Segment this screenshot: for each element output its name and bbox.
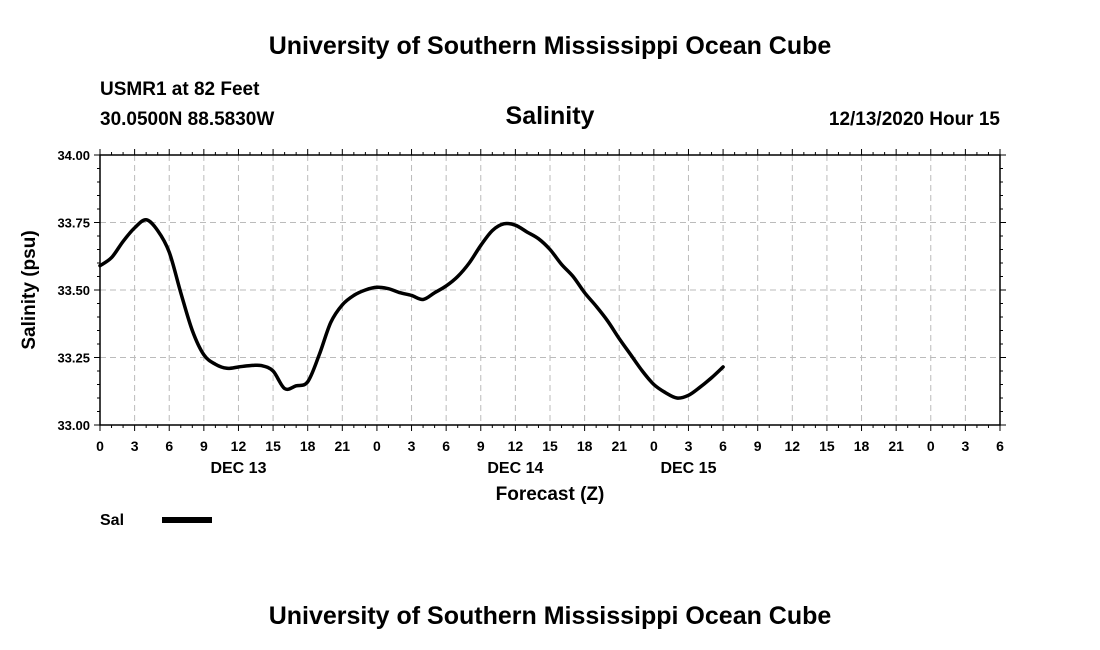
x-axis-label: Forecast (Z) (496, 484, 605, 505)
x-tick-label: 15 (542, 438, 558, 454)
y-tick-label: 33.00 (57, 418, 90, 433)
x-tick-label: 15 (265, 438, 281, 454)
day-label: DEC 13 (210, 460, 266, 477)
x-tick-label: 6 (996, 438, 1004, 454)
series (98, 218, 725, 400)
x-tick-label: 18 (300, 438, 316, 454)
x-tick-label: 18 (577, 438, 593, 454)
x-tick-label: 6 (165, 438, 173, 454)
grid (100, 155, 1000, 425)
y-tick-label: 33.75 (57, 216, 90, 231)
x-tick-label: 0 (373, 438, 381, 454)
x-tick-label: 3 (408, 438, 416, 454)
ticks: 0 3 6 9 12 15 18 21 0 3 6 9 12 15 18 21 0 3 6 9 12 15 18 21 0 3 6D… (57, 148, 1006, 477)
x-tick-label: 18 (854, 438, 870, 454)
series-line-sal (98, 218, 725, 400)
title-bottom: University of Southern Mississippi Ocean… (269, 602, 832, 630)
x-tick-label: 9 (200, 438, 208, 454)
x-tick-label: 3 (685, 438, 693, 454)
station-label: USMR1 at 82 Feet (100, 79, 260, 100)
x-tick-label: 6 (719, 438, 727, 454)
chart-title: Salinity (506, 102, 595, 130)
x-tick-label: 15 (819, 438, 835, 454)
y-axis-label: Salinity (psu) (19, 230, 40, 349)
title-top: University of Southern Mississippi Ocean… (269, 32, 832, 60)
x-tick-label: 21 (888, 438, 904, 454)
x-tick-label: 12 (785, 438, 801, 454)
datetime-label: 12/13/2020 Hour 15 (829, 109, 1001, 130)
y-tick-label: 33.25 (57, 351, 90, 366)
x-tick-label: 21 (335, 438, 351, 454)
day-label: DEC 14 (487, 460, 543, 477)
day-label: DEC 15 (660, 460, 716, 477)
y-tick-label: 34.00 (57, 148, 90, 163)
legend-label: Sal (100, 512, 124, 529)
x-tick-label: 12 (508, 438, 524, 454)
x-tick-label: 3 (131, 438, 139, 454)
y-tick-label: 33.50 (57, 283, 90, 298)
x-tick-label: 9 (754, 438, 762, 454)
x-tick-label: 21 (611, 438, 627, 454)
x-tick-label: 9 (477, 438, 485, 454)
x-tick-label: 3 (961, 438, 969, 454)
coords-label: 30.0500N 88.5830W (100, 109, 274, 130)
x-tick-label: 0 (927, 438, 935, 454)
x-tick-label: 0 (650, 438, 658, 454)
x-tick-label: 12 (231, 438, 247, 454)
x-tick-label: 6 (442, 438, 450, 454)
x-tick-label: 0 (96, 438, 104, 454)
